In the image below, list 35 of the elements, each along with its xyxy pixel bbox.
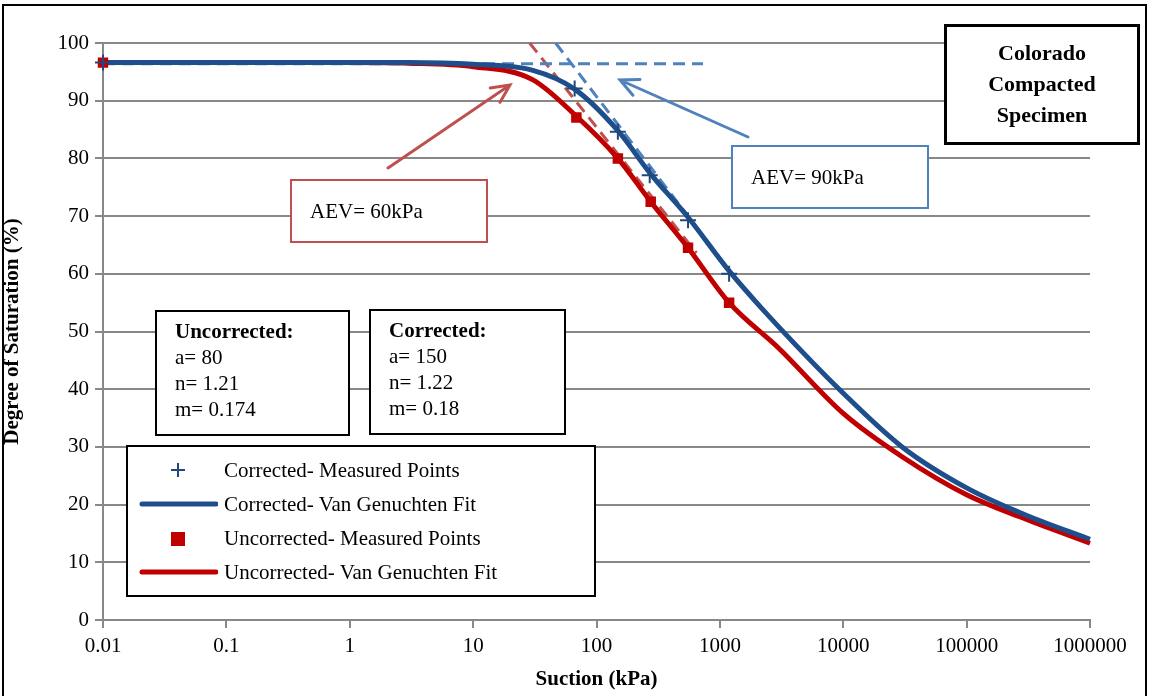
annotation: AEV= 60kPa <box>310 198 423 224</box>
y-tick-label: 40 <box>68 375 89 400</box>
x-tick-label: 0.01 <box>84 633 122 658</box>
note-box: AEV= 90kPa <box>731 145 929 209</box>
y-tick-label: 70 <box>68 202 89 227</box>
note-box: AEV= 60kPa <box>290 179 488 243</box>
y-tick-label: 50 <box>68 318 89 343</box>
y-tick-label: 100 <box>57 29 89 54</box>
y-tick-label: 10 <box>68 548 89 573</box>
annotation: Corrected: a= 150 n= 1.22 m= 0.18 <box>389 317 488 421</box>
y-tick-label: 80 <box>68 144 89 169</box>
x-tick-label: 1000 <box>698 633 741 658</box>
y-tick-label: 60 <box>68 260 89 285</box>
legend-label: Corrected- Van Genuchten Fit <box>224 491 477 517</box>
x-axis-title: Suction (kPa) <box>535 665 658 690</box>
note-box: Colorado Compacted Specimen <box>944 24 1140 145</box>
x-tick-label: 10 <box>462 633 484 658</box>
x-tick-label: 0.1 <box>213 633 240 658</box>
x-tick-label: 1000000 <box>1053 633 1127 658</box>
x-tick-label: 100 <box>580 633 613 658</box>
legend-label: Corrected- Measured Points <box>224 457 460 483</box>
x-tick-label: 1 <box>344 633 355 658</box>
legend-label: Uncorrected- Van Genuchten Fit <box>224 559 498 585</box>
note-box: Corrected: a= 150 n= 1.22 m= 0.18 <box>369 309 566 435</box>
y-tick-label: 0 <box>78 606 89 631</box>
y-tick-label: 20 <box>68 491 89 516</box>
y-axis-title: Degree of Saturation (%) <box>0 218 24 445</box>
annotation: AEV= 90kPa <box>751 164 864 190</box>
annotation: Uncorrected: a= 80 n= 1.21 m= 0.174 <box>175 318 295 422</box>
note-box: Uncorrected: a= 80 n= 1.21 m= 0.174 <box>155 310 350 436</box>
legend-label: Uncorrected- Measured Points <box>224 525 481 551</box>
y-tick-label: 30 <box>68 433 89 458</box>
y-tick-label: 90 <box>68 87 89 112</box>
x-tick-label: 100000 <box>935 633 999 658</box>
x-tick-label: 10000 <box>817 633 870 658</box>
